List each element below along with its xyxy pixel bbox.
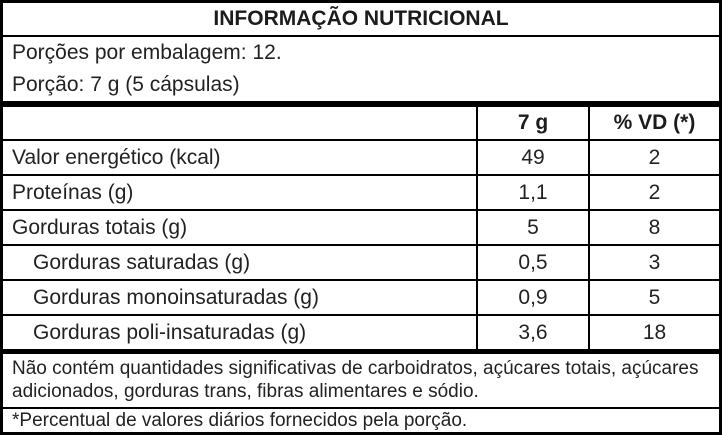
servings-per-package: Porções por embalagem: 12.: [12, 41, 282, 64]
nutrient-rows: Valor energético (kcal) 49 2 Proteínas (…: [3, 139, 719, 354]
no-significant-amounts-note: Não contém quantidades significativas de…: [3, 354, 719, 409]
table-title: INFORMAÇÃO NUTRICIONAL: [3, 3, 719, 37]
row-amount: 49: [476, 141, 588, 174]
table-row-total-fat: Gorduras totais (g) 5 8: [3, 209, 719, 244]
serving-info-section: Porções por embalagem: 12. Porção: 7 g (…: [3, 37, 719, 107]
row-label: Proteínas (g): [12, 180, 134, 204]
table-row-monounsaturated-fat: Gorduras monoinsaturadas (g) 0,9 5: [3, 279, 719, 314]
row-daily-value: 2: [588, 176, 719, 209]
row-daily-value: 8: [588, 211, 719, 244]
row-amount: 3,6: [476, 316, 588, 349]
row-amount: 1,1: [476, 176, 588, 209]
row-daily-value: 2: [588, 141, 719, 174]
row-label: Gorduras poli-insaturadas (g): [33, 320, 307, 344]
table-row-saturated-fat: Gorduras saturadas (g) 0,5 3: [3, 244, 719, 279]
daily-value-footnote: *Percentual de valores diários fornecido…: [12, 409, 468, 431]
column-header-row: 7 g % VD (*): [3, 107, 719, 139]
row-label: Gorduras monoinsaturadas (g): [33, 285, 319, 309]
row-amount: 0,5: [476, 246, 588, 279]
row-daily-value: 3: [588, 246, 719, 279]
row-label: Valor energético (kcal): [12, 145, 221, 169]
column-header-daily-value: % VD (*): [588, 107, 719, 139]
serving-size: Porção: 7 g (5 cápsulas): [12, 73, 240, 96]
table-row-energy: Valor energético (kcal) 49 2: [3, 139, 719, 174]
row-amount: 5: [476, 211, 588, 244]
row-daily-value: 18: [588, 316, 719, 349]
row-amount: 0,9: [476, 281, 588, 314]
row-label: Gorduras totais (g): [12, 215, 188, 239]
table-row-protein: Proteínas (g) 1,1 2: [3, 174, 719, 209]
column-header-amount: 7 g: [476, 107, 588, 139]
row-daily-value: 5: [588, 281, 719, 314]
row-label: Gorduras saturadas (g): [33, 250, 251, 274]
table-row-polyunsaturated-fat: Gorduras poli-insaturadas (g) 3,6 18: [3, 314, 719, 349]
column-header-empty: [3, 107, 476, 139]
